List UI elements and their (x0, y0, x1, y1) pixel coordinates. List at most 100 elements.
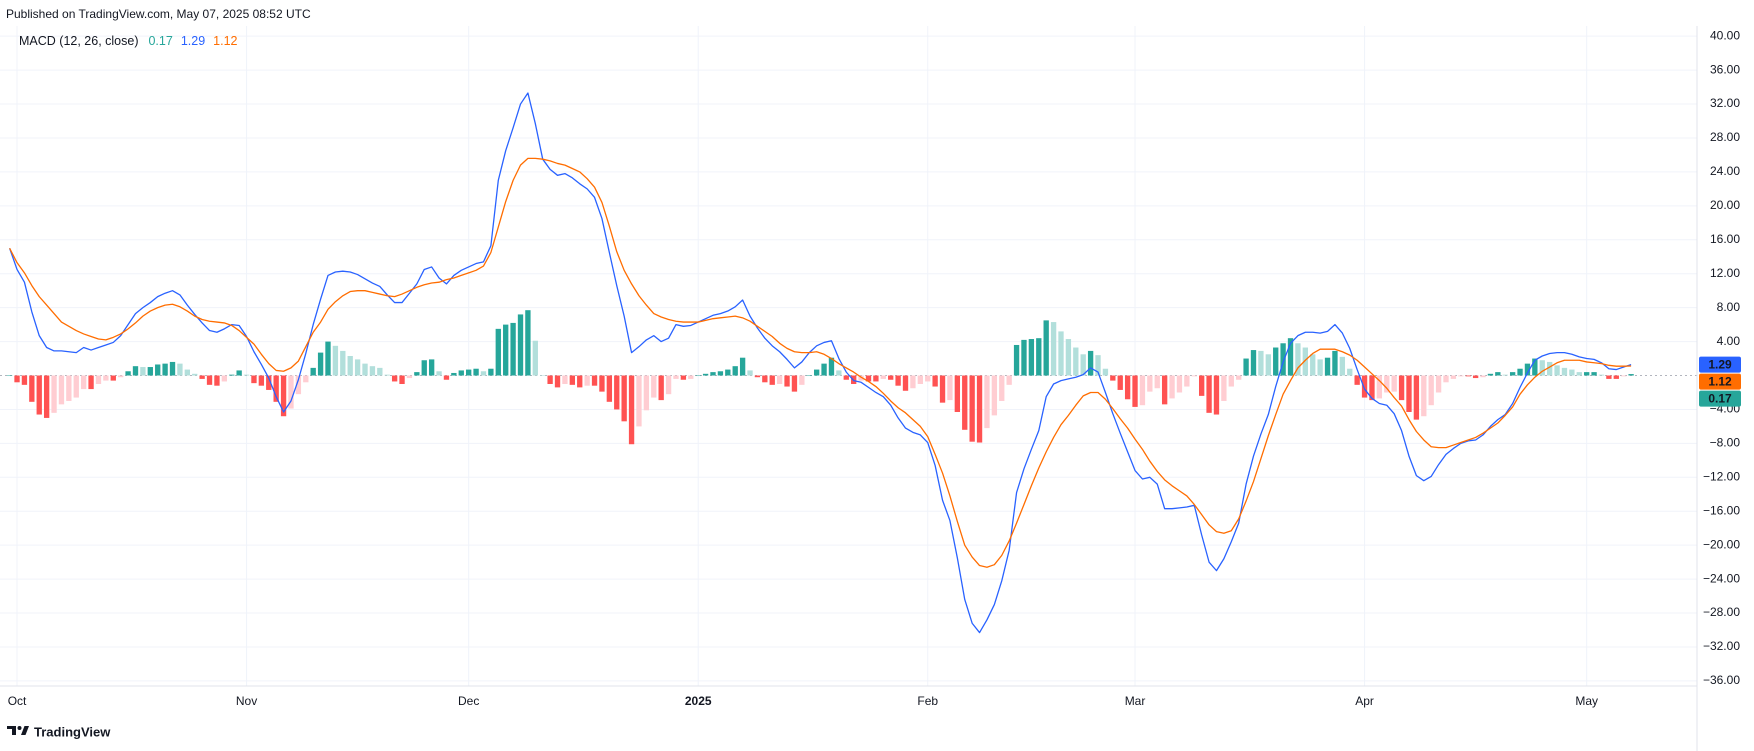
histogram-bar (347, 356, 353, 376)
histogram-bar (843, 375, 849, 380)
y-tick-label: 20.00 (1710, 198, 1740, 212)
histogram-bar (1361, 375, 1368, 398)
histogram-bar (1243, 358, 1249, 376)
footer-brand: TradingView (34, 724, 111, 739)
histogram-bar (428, 359, 435, 376)
histogram-bar (443, 375, 450, 380)
histogram-bar (1117, 375, 1123, 390)
histogram-bar (495, 328, 501, 376)
histogram-bar (584, 375, 590, 386)
histogram-bar (725, 369, 731, 376)
histogram-bar (673, 375, 679, 379)
histogram-bar (910, 375, 916, 389)
histogram-bar (836, 370, 842, 376)
histogram-bar (813, 369, 820, 376)
histogram-bar (1191, 375, 1197, 377)
histogram-bar (251, 375, 257, 384)
histogram-bar (806, 375, 812, 377)
y-tick-label: 36.00 (1710, 62, 1740, 76)
histogram-bar (1154, 375, 1160, 389)
histogram-bar (1021, 339, 1027, 376)
histogram-bar (1221, 375, 1227, 401)
histogram-bar (36, 375, 42, 415)
histogram-bar (902, 375, 909, 391)
histogram-bar (1199, 375, 1205, 396)
histogram-bar (340, 350, 346, 376)
histogram-bar (1043, 320, 1049, 376)
x-tick-label: 2025 (685, 694, 712, 708)
histogram-bar (932, 375, 938, 387)
histogram-bar (199, 375, 205, 379)
y-tick-label: −32.00 (1703, 639, 1740, 653)
histogram-bar (1495, 372, 1501, 376)
histogram-bar (473, 368, 479, 376)
histogram-bar (369, 366, 376, 376)
histogram-bar (1302, 347, 1308, 376)
histogram-bar (66, 375, 72, 401)
histogram-bar (1376, 375, 1383, 399)
histogram-bar (858, 375, 864, 381)
histogram-bar (43, 375, 50, 418)
histogram-bar (132, 366, 139, 376)
histogram-bar (295, 375, 302, 395)
histogram-bar (1287, 338, 1294, 376)
histogram-bar (421, 360, 427, 376)
histogram-bar (688, 375, 694, 379)
logo-mark (7, 726, 16, 735)
histogram-bar (821, 363, 827, 376)
histogram-bar (1317, 359, 1323, 376)
x-tick-label: Oct (8, 694, 27, 708)
histogram-bar (1132, 375, 1138, 407)
histogram-bar (962, 375, 968, 430)
histogram-bar (169, 361, 176, 376)
histogram-bar (873, 375, 879, 382)
histogram-bar (658, 375, 664, 401)
histogram-bar (214, 375, 220, 386)
y-tick-label: 16.00 (1710, 232, 1740, 246)
histogram-bar (1102, 368, 1109, 376)
histogram-bar (310, 367, 316, 376)
histogram-bar (1509, 372, 1516, 376)
line-series (9, 92, 1632, 634)
histogram-bar (784, 375, 790, 387)
histogram-bar (436, 371, 442, 376)
histogram-bar (177, 363, 183, 376)
price-tag-label: 0.17 (1708, 392, 1732, 406)
histogram-bar (591, 375, 598, 386)
histogram-bar (710, 372, 716, 376)
histogram-bar (1236, 375, 1242, 380)
histogram-bar (1369, 375, 1375, 401)
histogram-bar (1391, 375, 1397, 392)
histogram-bar (1532, 358, 1538, 376)
histogram-bar (1502, 374, 1508, 376)
histogram-bar (739, 357, 746, 376)
histogram-bar (1095, 355, 1101, 376)
histogram-bar (14, 375, 20, 383)
x-tick-label: May (1575, 694, 1598, 708)
histogram-bar (643, 375, 650, 411)
histogram-bar (362, 363, 368, 376)
price-tag (1699, 356, 1741, 373)
histogram-bar (1258, 350, 1264, 376)
histogram-bar (266, 375, 272, 390)
price-tag-label: 1.12 (1708, 375, 1732, 389)
y-tick-label: 32.00 (1710, 96, 1740, 110)
histogram-bar (1147, 375, 1153, 392)
histogram-bar (776, 375, 783, 384)
histogram-bar (192, 373, 198, 376)
y-tick-label: 8.00 (1717, 300, 1741, 314)
histogram-bar (1458, 375, 1464, 377)
histogram-bar (1591, 372, 1597, 376)
histogram-bar (1176, 375, 1183, 393)
histogram-bar (1073, 347, 1079, 376)
histogram-bar (510, 322, 516, 376)
histogram-bar (628, 375, 635, 445)
histogram-bar (406, 375, 413, 379)
histogram (6, 310, 1634, 445)
histogram-bar (1561, 367, 1568, 376)
histogram-bar (1606, 375, 1612, 379)
histogram-bar (791, 375, 798, 392)
histogram-bar (1050, 322, 1057, 376)
legend-value: 0.17 (148, 34, 172, 48)
histogram-bar (702, 373, 709, 376)
